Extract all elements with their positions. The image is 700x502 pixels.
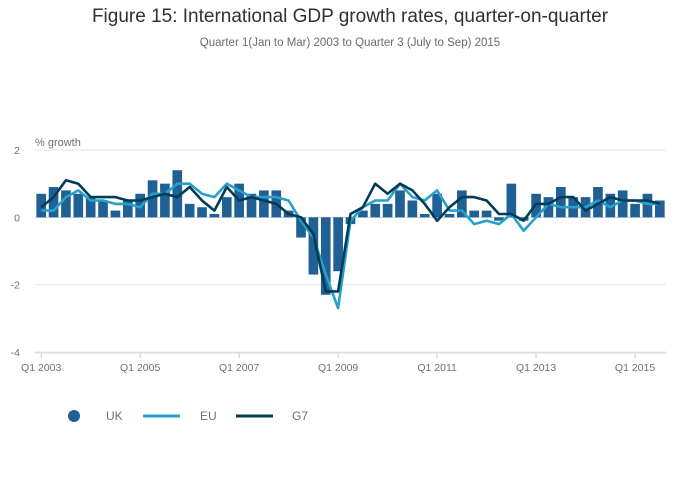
x-axis: Q1 2003 Q1 2005 Q1 2007 Q1 2009 Q1 2011 Q1 20… bbox=[21, 352, 666, 374]
uk-bar bbox=[593, 187, 603, 218]
y-tick-label: 2 bbox=[14, 145, 20, 157]
uk-bar bbox=[122, 200, 133, 218]
legend-eu-label: EU bbox=[200, 409, 217, 423]
eu-line bbox=[41, 182, 660, 310]
uk-bar bbox=[432, 193, 442, 218]
uk-bar bbox=[358, 210, 368, 218]
x-tick-label: Q1 2003 bbox=[21, 362, 61, 374]
x-tick-label: Q1 2013 bbox=[516, 362, 556, 374]
uk-bar bbox=[395, 190, 405, 218]
x-tick-label: Q1 2005 bbox=[120, 362, 160, 374]
legend: UK EU G7 bbox=[68, 409, 308, 423]
uk-bar bbox=[457, 190, 467, 218]
uk-bar bbox=[73, 193, 84, 218]
legend-g7-label: G7 bbox=[292, 409, 308, 423]
uk-bar bbox=[221, 197, 232, 218]
uk-bar bbox=[444, 213, 455, 218]
uk-bar bbox=[419, 213, 430, 218]
uk-bar bbox=[481, 210, 492, 218]
uk-bar bbox=[617, 190, 628, 218]
uk-bar bbox=[605, 193, 616, 218]
uk-bar bbox=[110, 210, 121, 218]
uk-bar bbox=[543, 197, 554, 218]
uk-bar bbox=[506, 183, 517, 218]
uk-bars bbox=[36, 170, 665, 295]
legend-uk-label: UK bbox=[106, 409, 123, 423]
x-tick-label: Q1 2009 bbox=[318, 362, 358, 374]
uk-bar bbox=[308, 217, 319, 275]
x-tick-label: Q1 2015 bbox=[615, 362, 655, 374]
x-tick-label: Q1 2011 bbox=[417, 362, 457, 374]
g7-line bbox=[40, 179, 661, 293]
chart-subtitle: Quarter 1(Jan to Mar) 2003 to Quarter 3 … bbox=[199, 37, 501, 49]
uk-bar bbox=[259, 190, 269, 218]
uk-bar bbox=[370, 203, 381, 218]
y-axis: 2 0 -2 -4 bbox=[11, 145, 21, 359]
uk-bar bbox=[197, 207, 207, 218]
uk-bar bbox=[184, 203, 195, 218]
line-series bbox=[40, 179, 661, 310]
y-tick-label: -2 bbox=[11, 280, 20, 292]
uk-bar bbox=[333, 217, 343, 272]
uk-bar bbox=[147, 180, 158, 218]
uk-bar bbox=[61, 190, 71, 218]
uk-bar bbox=[85, 197, 96, 218]
uk-bar bbox=[494, 217, 504, 221]
uk-bar bbox=[296, 217, 306, 238]
uk-bar bbox=[246, 193, 257, 218]
x-tick-label: Q1 2007 bbox=[219, 362, 259, 374]
uk-bar bbox=[469, 210, 480, 218]
uk-bar bbox=[48, 187, 59, 218]
y-tick-label: -4 bbox=[11, 347, 20, 359]
uk-bar bbox=[160, 183, 170, 218]
uk-bar bbox=[556, 187, 566, 218]
uk-bar bbox=[407, 200, 418, 218]
uk-bar bbox=[382, 203, 393, 218]
uk-bar bbox=[642, 193, 653, 218]
uk-bar bbox=[320, 217, 331, 295]
uk-bar bbox=[630, 203, 640, 218]
chart-title: Figure 15: International GDP growth rate… bbox=[91, 6, 609, 27]
gridlines bbox=[35, 149, 666, 353]
uk-bar bbox=[172, 170, 183, 218]
y-tick-label: 0 bbox=[14, 212, 20, 224]
uk-bar bbox=[654, 200, 665, 218]
uk-bar bbox=[98, 200, 108, 218]
legend-uk-marker bbox=[68, 410, 80, 422]
uk-bar bbox=[209, 213, 220, 218]
y-axis-label: % growth bbox=[35, 137, 81, 149]
